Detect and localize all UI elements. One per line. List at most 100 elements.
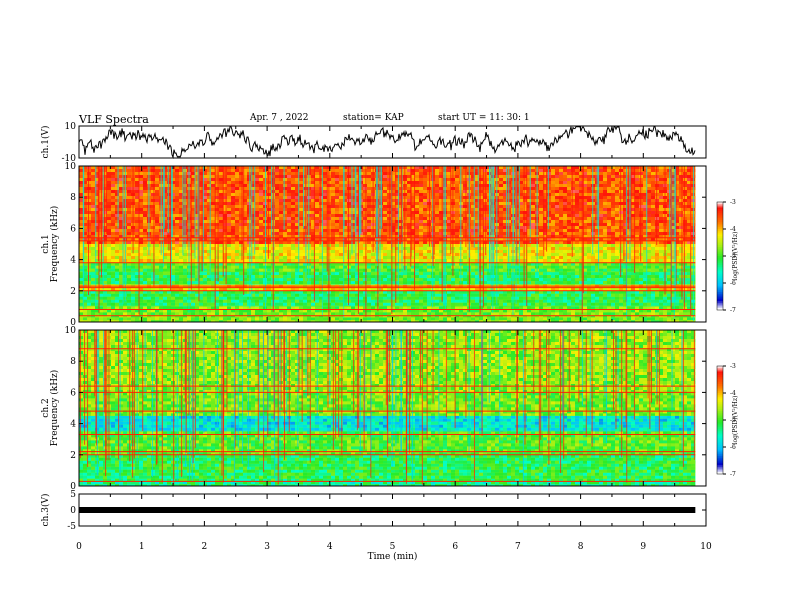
spectrogram-cell [635,256,639,259]
spectrogram-cell [607,253,611,256]
spectrogram-cell [463,281,467,285]
spectrogram-cell [651,296,655,300]
spectrogram-cell [211,166,215,169]
spectrogram-cell [143,312,147,316]
spectrogram-cell [355,281,359,285]
spectrogram-cell [655,275,659,279]
spectrogram-cell [283,305,287,307]
spectrogram-cell [687,290,691,294]
spectrogram-cell [323,293,327,297]
spectrogram-cell [379,262,383,266]
spectrogram-cell [279,281,283,285]
spectrogram-cell [579,296,583,300]
spectrogram-cell [475,302,479,306]
spectrogram-cell [563,268,567,272]
spectrogram-cell [347,281,351,285]
spectrogram-cell [355,309,359,313]
spectrogram-cell [359,262,363,266]
spectrogram-cell [279,244,283,247]
spectrogram-cell [311,166,315,169]
spectrogram-cell [607,275,611,279]
spectrogram-cell [391,312,395,316]
spectrogram-cell [523,272,527,276]
spectrogram-cell [603,302,607,306]
spectrogram-cell [383,315,387,318]
spectrogram-cell [543,302,547,306]
spectrogram-cell [675,315,679,318]
spectrogram-cell [591,296,595,300]
spectrogram-cell [251,299,255,303]
spectrogram-cell [363,315,367,318]
spectrogram-cell [599,317,603,321]
spectrogram-cell [243,253,247,256]
spectrogram-cell [291,302,295,306]
spectrogram-cell [127,166,131,169]
spectrogram-cell [459,299,463,303]
spectrogram-cell [171,262,175,266]
spectrogram-cell [219,309,223,313]
spectrogram-cell [155,256,159,259]
spectrogram-cell [551,278,555,282]
spectrogram-cell [679,166,683,169]
spectrogram-cell [335,166,339,169]
spectrogram-cell [411,244,415,247]
spectrogram-cell [563,306,567,310]
spectrogram-cell [515,281,519,285]
spectrogram-cell [499,312,503,316]
spectrogram-cell [555,275,559,279]
spectrogram-cell [527,250,531,253]
spectrogram-cell [347,287,351,291]
spectrogram-cell [679,306,683,310]
spectrogram-cell [247,293,251,297]
spectrogram-cell [679,317,683,321]
spectrogram-cell [191,305,195,307]
spectrogram-cell [143,247,147,250]
spectrogram-cell [567,244,571,247]
spectrogram-cell [299,296,303,300]
spectrogram-cell [363,317,367,321]
spectrogram-cell [651,262,655,266]
spectrogram-cell [635,244,639,247]
spectrogram-cell [319,290,323,294]
spectrogram-cell [131,272,135,276]
spectrogram-cell [131,302,135,306]
spectrogram-cell [447,296,451,300]
spectrogram-cell [475,290,479,294]
spectrogram-cell [475,262,479,266]
spectrogram-cell [95,296,99,300]
spectrogram-cell [547,287,551,291]
spectrogram-cell [339,306,343,310]
spectrogram-cell [331,312,335,316]
spectrogram-cell [375,287,379,291]
spectrogram-cell [571,272,575,276]
spectrogram-cell [387,293,391,297]
spectrogram-cell [163,320,167,322]
spectrogram-cell [131,296,135,300]
spectrogram-cell [467,312,471,316]
spectrogram-cell [123,305,127,307]
spectrogram-cell [223,302,227,306]
spectrogram-cell [667,166,671,169]
spectrogram-cell [563,290,567,294]
spectrogram-cell [407,166,411,169]
spectrogram-cell [347,262,351,266]
spectrogram-cell [163,259,167,262]
spectrogram-cell [283,262,287,266]
spectrogram-cell [79,169,83,172]
spectrogram-cell [595,302,599,306]
spectrogram-cell [175,281,179,285]
spectrogram-cell [551,275,555,279]
spectrogram-cell [351,265,355,269]
spectrogram-cell [215,320,219,322]
spectrogram-cell [535,306,539,310]
spectrogram-cell [171,302,175,306]
spectrogram-cell [99,320,103,322]
spectrogram-cell [427,259,431,262]
spectrogram-cell [499,290,503,294]
spectrogram-cell [403,309,407,313]
spectrogram-cell [651,272,655,276]
spectrogram-cell [391,247,395,250]
spectrogram-cell [355,268,359,272]
spectrogram-cell [427,305,431,307]
spectrogram-cell [171,256,175,259]
